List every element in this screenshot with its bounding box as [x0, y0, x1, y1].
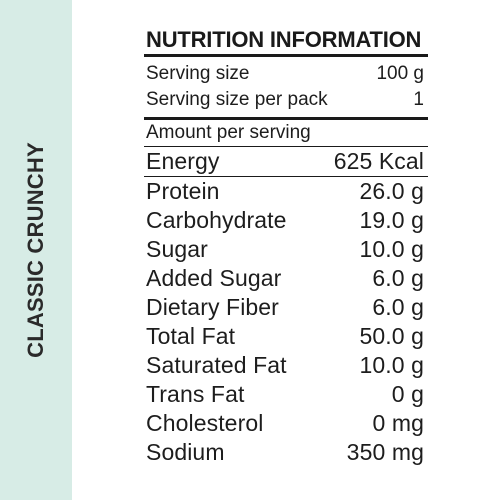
- nutrient-value: 0 mg: [372, 410, 424, 436]
- nutrient-value: 10.0 g: [359, 236, 424, 262]
- side-band: CLASSIC CRUNCHY: [0, 0, 72, 500]
- nutrient-label: Trans Fat: [146, 381, 245, 407]
- nutrient-value: 26.0 g: [359, 178, 424, 204]
- nutrient-value: 6.0 g: [372, 294, 424, 320]
- serving-size-label: Serving size: [146, 63, 250, 84]
- energy-row: Energy 625 Kcal: [144, 147, 428, 176]
- nutrient-row-sugar: Sugar 10.0 g: [144, 235, 428, 264]
- nutrient-row-carbohydrate: Carbohydrate 19.0 g: [144, 206, 428, 235]
- nutrient-row-protein: Protein 26.0 g: [144, 177, 428, 206]
- nutrient-row-total-fat: Total Fat 50.0 g: [144, 322, 428, 351]
- nutrient-value: 350 mg: [346, 439, 424, 465]
- nutrient-row-added-sugar: Added Sugar 6.0 g: [144, 264, 428, 293]
- serving-block: Serving size 100 g Serving size per pack…: [144, 57, 428, 117]
- nutrient-row-saturated-fat: Saturated Fat 10.0 g: [144, 351, 428, 380]
- nutrient-label: Sodium: [146, 439, 225, 465]
- nutrient-row-sodium: Sodium 350 mg: [144, 438, 428, 467]
- nutrient-row-cholesterol: Cholesterol 0 mg: [144, 409, 428, 438]
- energy-value: 625 Kcal: [333, 148, 424, 174]
- nutrient-row-dietary-fiber: Dietary Fiber 6.0 g: [144, 293, 428, 322]
- nutrient-label: Dietary Fiber: [146, 294, 279, 320]
- amount-per-serving: Amount per serving: [146, 122, 311, 143]
- nutrient-label: Added Sugar: [146, 265, 282, 291]
- serving-size-value: 100 g: [376, 63, 424, 84]
- nutrient-block: Energy 625 Kcal Protein 26.0 g Carbohydr…: [144, 147, 428, 467]
- nutrient-label: Carbohydrate: [146, 207, 287, 233]
- energy-label: Energy: [146, 148, 220, 174]
- nutrient-label: Cholesterol: [146, 410, 264, 436]
- nutrition-panel: NUTRITION INFORMATION Serving size 100 g…: [144, 28, 428, 467]
- amount-divider: [144, 146, 428, 147]
- nutrient-label: Sugar: [146, 236, 208, 262]
- nutrient-value: 50.0 g: [359, 323, 424, 349]
- energy-divider: [144, 176, 428, 177]
- servings-per-pack-row: Serving size per pack 1: [144, 87, 428, 113]
- serving-size-row: Serving size 100 g: [144, 61, 428, 87]
- serving-divider: [144, 117, 428, 120]
- product-variant-label: CLASSIC CRUNCHY: [23, 142, 48, 358]
- nutrient-row-trans-fat: Trans Fat 0 g: [144, 380, 428, 409]
- nutrient-label: Saturated Fat: [146, 352, 287, 378]
- servings-per-pack-value: 1: [413, 89, 424, 110]
- servings-per-pack-label: Serving size per pack: [146, 89, 328, 110]
- nutrient-value: 0 g: [391, 381, 424, 407]
- nutrient-value: 10.0 g: [359, 352, 424, 378]
- nutrient-label: Protein: [146, 178, 220, 204]
- nutrient-label: Total Fat: [146, 323, 236, 349]
- panel-title: NUTRITION INFORMATION: [146, 27, 422, 52]
- title-divider: [144, 54, 428, 57]
- nutrient-value: 6.0 g: [372, 265, 424, 291]
- nutrient-value: 19.0 g: [359, 207, 424, 233]
